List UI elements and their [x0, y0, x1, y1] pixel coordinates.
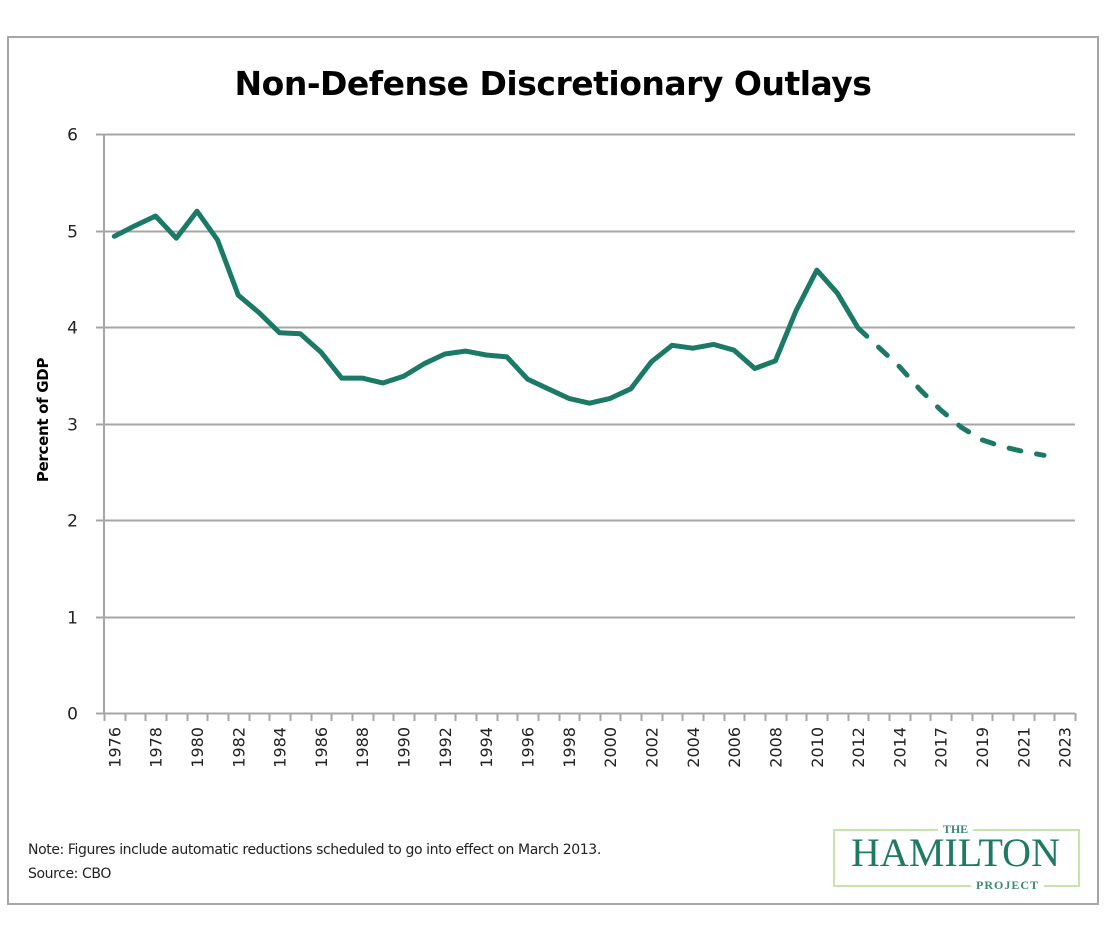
- x-tick-label: 2008: [766, 727, 785, 768]
- hamilton-project-logo: THE HAMILTON PROJECT: [833, 822, 1080, 892]
- x-tick-label: 1976: [105, 727, 124, 768]
- y-tick-label: 0: [67, 705, 78, 725]
- x-tick-label: 2017: [932, 727, 951, 768]
- x-tick-label: 2023: [1056, 727, 1075, 768]
- y-tick-labels: 0 1 2 3 4 5 6: [67, 126, 78, 725]
- x-tick-label: 2004: [684, 727, 703, 768]
- x-tick-label: 2021: [1014, 727, 1033, 768]
- x-tick-label: 1990: [395, 727, 414, 768]
- footer-notes: Note: Figures include automatic reductio…: [28, 838, 601, 886]
- x-tick-label: 1986: [312, 727, 331, 768]
- y-tick-label: 1: [67, 609, 78, 629]
- gridlines: [104, 133, 1075, 619]
- x-tick-label: 1988: [353, 727, 372, 768]
- y-tick-label: 2: [67, 512, 78, 532]
- y-tick-label: 5: [67, 223, 78, 243]
- series-line-actual: [111, 208, 861, 406]
- axes: [96, 133, 1077, 721]
- x-tick-label: 1994: [477, 727, 496, 768]
- chart-frame: [7, 36, 1099, 905]
- x-tick-label: 1982: [229, 727, 248, 768]
- x-tick-label: 1998: [560, 727, 579, 768]
- y-tick-label: 4: [67, 319, 78, 339]
- x-tick-label: 1992: [436, 727, 455, 768]
- x-tick-label: 1996: [519, 727, 538, 768]
- y-tick-label: 3: [67, 416, 78, 436]
- logo-project-text: PROJECT: [970, 878, 1044, 892]
- x-tick-label: 2006: [725, 727, 744, 768]
- footer-source: Source: CBO: [28, 866, 112, 882]
- x-tick-label: 1984: [271, 727, 290, 768]
- x-tick-labels: 1976 1978 1980 1982 1984 1986 1988 1990 1992 1994…: [105, 727, 1074, 768]
- logo-the-text: THE: [937, 822, 974, 836]
- footer-note: Note: Figures include automatic reductio…: [28, 842, 601, 858]
- y-tick-label: 6: [67, 126, 78, 146]
- x-tick-label: 1980: [188, 727, 207, 768]
- series-line-projected: [855, 325, 1047, 458]
- x-tick-label: 1978: [147, 727, 166, 768]
- x-tick-label: 2012: [849, 727, 868, 768]
- x-tick-label: 2002: [642, 727, 661, 768]
- logo-main-text: HAMILTON: [851, 830, 1060, 875]
- x-tick-label: 2000: [601, 727, 620, 768]
- x-tick-label: 2019: [973, 727, 992, 768]
- series-lines: [111, 208, 1047, 458]
- x-tick-label: 2010: [808, 727, 827, 768]
- chart-title: Non-Defense Discretionary Outlays: [234, 64, 872, 103]
- x-tick-label: 2014: [890, 727, 909, 768]
